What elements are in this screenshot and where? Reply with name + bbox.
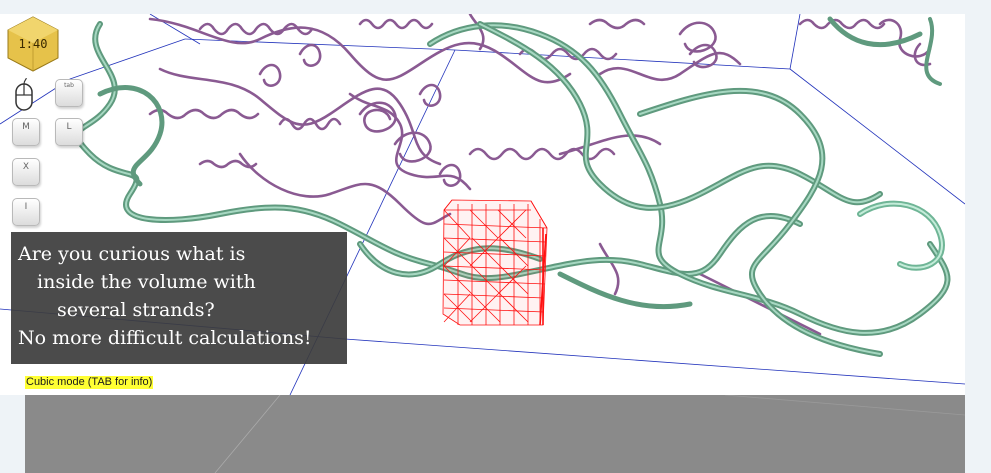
mode-status-label: Cubic mode (TAB for info) — [25, 376, 154, 389]
info-overlay: Are you curious what is inside the volum… — [11, 232, 347, 364]
info-line-1: Are you curious what is — [18, 243, 246, 265]
m-key[interactable]: M — [12, 118, 40, 146]
tab-key[interactable]: tab — [55, 79, 83, 107]
info-line-2: inside the volume with — [37, 271, 256, 293]
selection-cube[interactable] — [442, 199, 548, 326]
zoom-scale-label: 1:40 — [18, 37, 48, 51]
lower-panel — [25, 395, 965, 473]
info-line-4: No more difficult calculations! — [18, 327, 312, 349]
x-key[interactable]: X — [12, 158, 40, 186]
info-line-3: several strands? — [57, 299, 215, 321]
mouse-icon[interactable] — [13, 77, 35, 112]
zoom-scale-badge[interactable]: 1:40 — [6, 16, 60, 72]
purple-strands — [148, 14, 932, 336]
l-key[interactable]: L — [55, 118, 83, 146]
i-key[interactable]: I — [12, 198, 40, 226]
hexagon-icon — [7, 16, 59, 72]
